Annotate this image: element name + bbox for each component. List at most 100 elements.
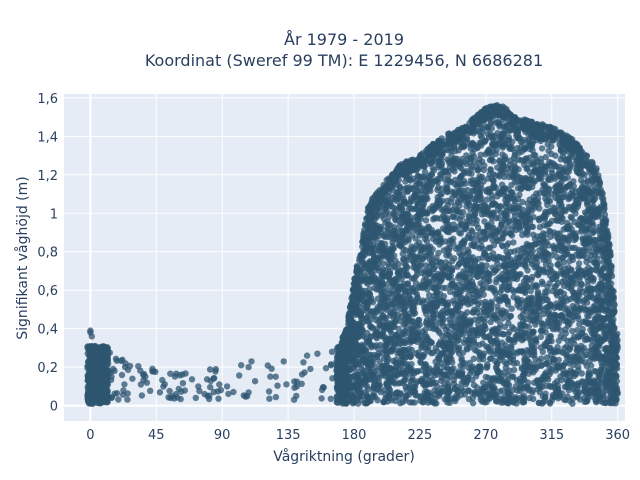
data-point [493, 392, 500, 399]
data-point [503, 384, 510, 391]
data-point [418, 367, 425, 374]
data-point [477, 151, 484, 158]
data-point [533, 271, 541, 278]
data-point [426, 292, 433, 299]
data-point [585, 319, 593, 327]
data-point [600, 264, 607, 271]
data-point [472, 285, 479, 292]
data-point [532, 241, 539, 248]
data-point [507, 337, 515, 344]
data-point [442, 346, 449, 353]
data-point [465, 395, 473, 403]
data-point [378, 362, 386, 370]
data-point [408, 325, 415, 333]
data-point [502, 169, 509, 176]
data-point [504, 331, 512, 338]
data-point [605, 301, 612, 308]
data-point [560, 193, 568, 201]
data-point [521, 356, 528, 364]
data-point [583, 258, 590, 265]
data-point [506, 136, 513, 144]
data-point [502, 342, 509, 349]
data-point [356, 375, 363, 383]
data-point [345, 374, 352, 381]
data-point [506, 396, 513, 404]
data-point [524, 267, 531, 274]
data-point [377, 388, 384, 396]
data-point [496, 324, 503, 332]
data-point [378, 331, 386, 338]
data-point [437, 368, 444, 376]
data-point [409, 388, 417, 396]
data-point [549, 275, 556, 283]
data-point [439, 322, 447, 330]
data-point [520, 215, 528, 222]
data-point [452, 245, 460, 252]
data-point [554, 303, 561, 310]
data-point [517, 271, 524, 278]
data-point [564, 223, 572, 230]
data-point [492, 290, 499, 297]
data-point [465, 170, 473, 177]
data-point [392, 217, 399, 224]
data-point [494, 374, 501, 381]
data-point [391, 196, 399, 203]
data-point [566, 162, 573, 170]
data-point [454, 263, 461, 270]
data-point [581, 172, 588, 179]
data-point [483, 387, 490, 395]
data-point [523, 257, 530, 264]
data-point [390, 236, 398, 243]
data-point [576, 276, 583, 283]
data-point [484, 311, 491, 319]
data-point [438, 360, 445, 367]
data-point [588, 330, 596, 337]
data-point [604, 333, 611, 340]
data-point [491, 141, 498, 149]
data-point [511, 248, 518, 255]
data-point [441, 217, 448, 224]
data-point [592, 368, 600, 375]
data-point [588, 266, 595, 273]
data-point [569, 327, 576, 335]
data-point [394, 350, 401, 357]
data-point [486, 355, 494, 362]
data-point [447, 333, 454, 340]
data-point [488, 219, 495, 226]
data-point [359, 347, 366, 354]
data-point [550, 326, 557, 333]
data-point [519, 198, 526, 206]
data-point [365, 364, 373, 372]
data-point [593, 383, 600, 390]
data-point [490, 311, 498, 318]
data-point [374, 222, 381, 230]
data-point [537, 333, 545, 340]
data-point [594, 210, 602, 217]
data-point [572, 230, 579, 237]
data-point [565, 238, 572, 245]
data-point [463, 203, 470, 210]
data-point [433, 298, 441, 305]
data-points [84, 102, 621, 407]
data-point [509, 386, 516, 394]
data-point [472, 197, 479, 204]
data-point [592, 354, 599, 362]
data-point [472, 373, 480, 380]
data-point [498, 286, 506, 293]
data-point [483, 262, 490, 269]
data-point [546, 337, 553, 345]
data-point [413, 330, 420, 337]
data-point [607, 391, 614, 398]
data-point [477, 228, 484, 235]
data-point [557, 173, 565, 181]
data-point [402, 271, 410, 279]
data-point [404, 280, 411, 287]
data-point [542, 329, 549, 336]
data-point [567, 213, 574, 221]
data-point [554, 319, 561, 326]
data-point [360, 367, 367, 375]
data-point [509, 226, 516, 233]
data-point [597, 271, 604, 279]
data-point [378, 314, 385, 321]
